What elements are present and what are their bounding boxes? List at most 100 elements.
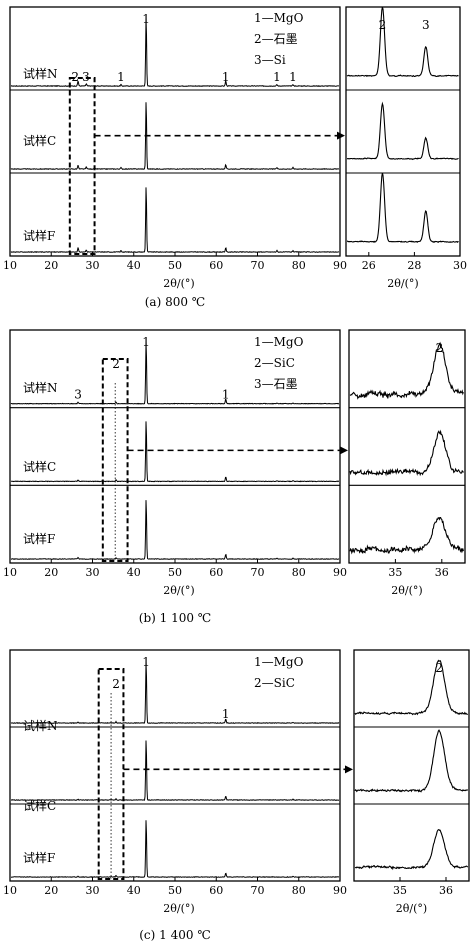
x-tick-label: 40 <box>127 259 141 272</box>
zoom-region-box <box>97 668 125 880</box>
inset-trace-N <box>354 659 468 716</box>
zoom-region-box <box>101 358 129 562</box>
x-tick-label: 50 <box>168 884 182 897</box>
xrd-trace-N <box>11 17 339 88</box>
panel-caption: (c) 1 400 ℃ <box>139 928 211 942</box>
x-axis-label: 2θ/(°) <box>163 902 194 915</box>
peak-marker-label: 1 <box>142 655 150 669</box>
x-tick-label: 70 <box>251 566 265 579</box>
inset-x-axis-label: 2θ/(°) <box>387 277 418 290</box>
x-tick-label: 20 <box>44 884 58 897</box>
xrd-trace-F <box>11 820 340 879</box>
x-tick-label: 10 <box>3 566 17 579</box>
panel-caption: (a) 800 ℃ <box>145 295 205 309</box>
inset-plot-frame <box>348 329 466 564</box>
inset-x-tick-label: 26 <box>362 259 376 272</box>
sample-label: 试样N <box>23 718 58 733</box>
inset-trace-F <box>349 516 464 555</box>
peak-marker-label: 1 <box>273 70 281 84</box>
x-axis-label: 2θ/(°) <box>163 584 194 597</box>
inset-trace-N <box>346 6 459 78</box>
x-axis-label: 2θ/(°) <box>163 277 194 290</box>
peak-marker-label: 3 <box>82 70 90 84</box>
sample-label: 试样F <box>23 228 55 243</box>
inset-trace-F <box>347 172 459 244</box>
x-tick-label: 70 <box>251 884 265 897</box>
x-tick-label: 90 <box>333 566 347 579</box>
zoom-arrow-head <box>337 131 345 140</box>
inset-peak-label: 3 <box>422 18 430 32</box>
xrd-trace-C <box>10 102 340 170</box>
peak-marker-label: 3 <box>74 388 82 402</box>
sample-label: 试样C <box>23 459 56 474</box>
x-tick-label: 80 <box>292 884 306 897</box>
sample-label: 试样C <box>23 133 56 148</box>
x-tick-label: 70 <box>251 259 265 272</box>
xrd-trace-C <box>11 740 340 801</box>
xrd-trace-F <box>10 500 340 560</box>
inset-trace-C <box>346 101 459 161</box>
legend-entry: 2—SiC <box>254 356 295 370</box>
peak-marker-label: 2 <box>112 677 120 691</box>
inset-trace-C <box>349 429 464 477</box>
inset-trace-C <box>354 729 469 793</box>
zoom-arrow-head <box>340 446 348 455</box>
legend-entry: 2—石墨 <box>254 32 298 46</box>
inset-trace-F <box>354 829 469 871</box>
x-tick-label: 10 <box>3 259 17 272</box>
peak-marker-label: 1 <box>289 70 297 84</box>
inset-plot-frame <box>353 649 470 882</box>
sample-label: 试样N <box>23 66 58 81</box>
legend-entry: 1—MgO <box>254 655 304 669</box>
peak-marker-label: 1 <box>222 388 230 402</box>
panel-caption: (b) 1 100 ℃ <box>139 611 211 625</box>
x-tick-label: 40 <box>127 566 141 579</box>
sample-label: 试样F <box>23 531 55 546</box>
peak-marker-label: 1 <box>142 335 150 349</box>
legend-entry: 2—SiC <box>254 676 295 690</box>
inset-x-axis-label: 2θ/(°) <box>391 584 422 597</box>
inset-x-tick-label: 30 <box>453 259 467 272</box>
sample-label: 试样F <box>23 850 55 865</box>
inset-plot-frame <box>345 6 461 257</box>
x-tick-label: 50 <box>168 566 182 579</box>
zoom-arrow-head <box>345 765 353 774</box>
x-tick-label: 20 <box>44 566 58 579</box>
inset-trace-N <box>349 341 464 400</box>
x-tick-label: 40 <box>127 884 141 897</box>
x-tick-label: 30 <box>86 259 100 272</box>
inset-x-tick-label: 36 <box>435 566 449 579</box>
x-tick-label: 90 <box>333 884 347 897</box>
inset-x-tick-label: 36 <box>439 884 453 897</box>
x-tick-label: 60 <box>209 884 223 897</box>
x-tick-label: 20 <box>44 259 58 272</box>
inset-x-tick-label: 35 <box>388 566 402 579</box>
xrd-trace-C <box>10 421 339 483</box>
peak-marker-label: 2 <box>112 357 120 371</box>
x-tick-label: 50 <box>168 259 182 272</box>
x-tick-label: 30 <box>86 884 100 897</box>
inset-x-tick-label: 35 <box>393 884 407 897</box>
peak-marker-label: 1 <box>142 12 150 26</box>
panel-1 <box>9 329 466 564</box>
legend-entry: 1—MgO <box>254 11 304 25</box>
inset-peak-label: 2 <box>436 341 444 355</box>
x-tick-label: 30 <box>86 566 100 579</box>
inset-x-tick-label: 28 <box>407 259 421 272</box>
xrd-trace-N <box>10 341 340 405</box>
inset-peak-label: 2 <box>435 661 443 675</box>
legend-entry: 1—MgO <box>254 335 304 349</box>
peak-marker-label: 1 <box>222 70 230 84</box>
panel-0 <box>9 6 461 257</box>
peak-marker-label: 1 <box>117 70 125 84</box>
inset-peak-label: 2 <box>379 18 387 32</box>
peak-marker-label: 1 <box>222 707 230 721</box>
x-tick-label: 80 <box>292 259 306 272</box>
x-tick-label: 60 <box>209 259 223 272</box>
panel-2 <box>9 649 470 882</box>
xrd-trace-N <box>10 661 340 724</box>
x-tick-label: 10 <box>3 884 17 897</box>
zoom-region-box <box>68 77 96 255</box>
x-tick-label: 80 <box>292 566 306 579</box>
